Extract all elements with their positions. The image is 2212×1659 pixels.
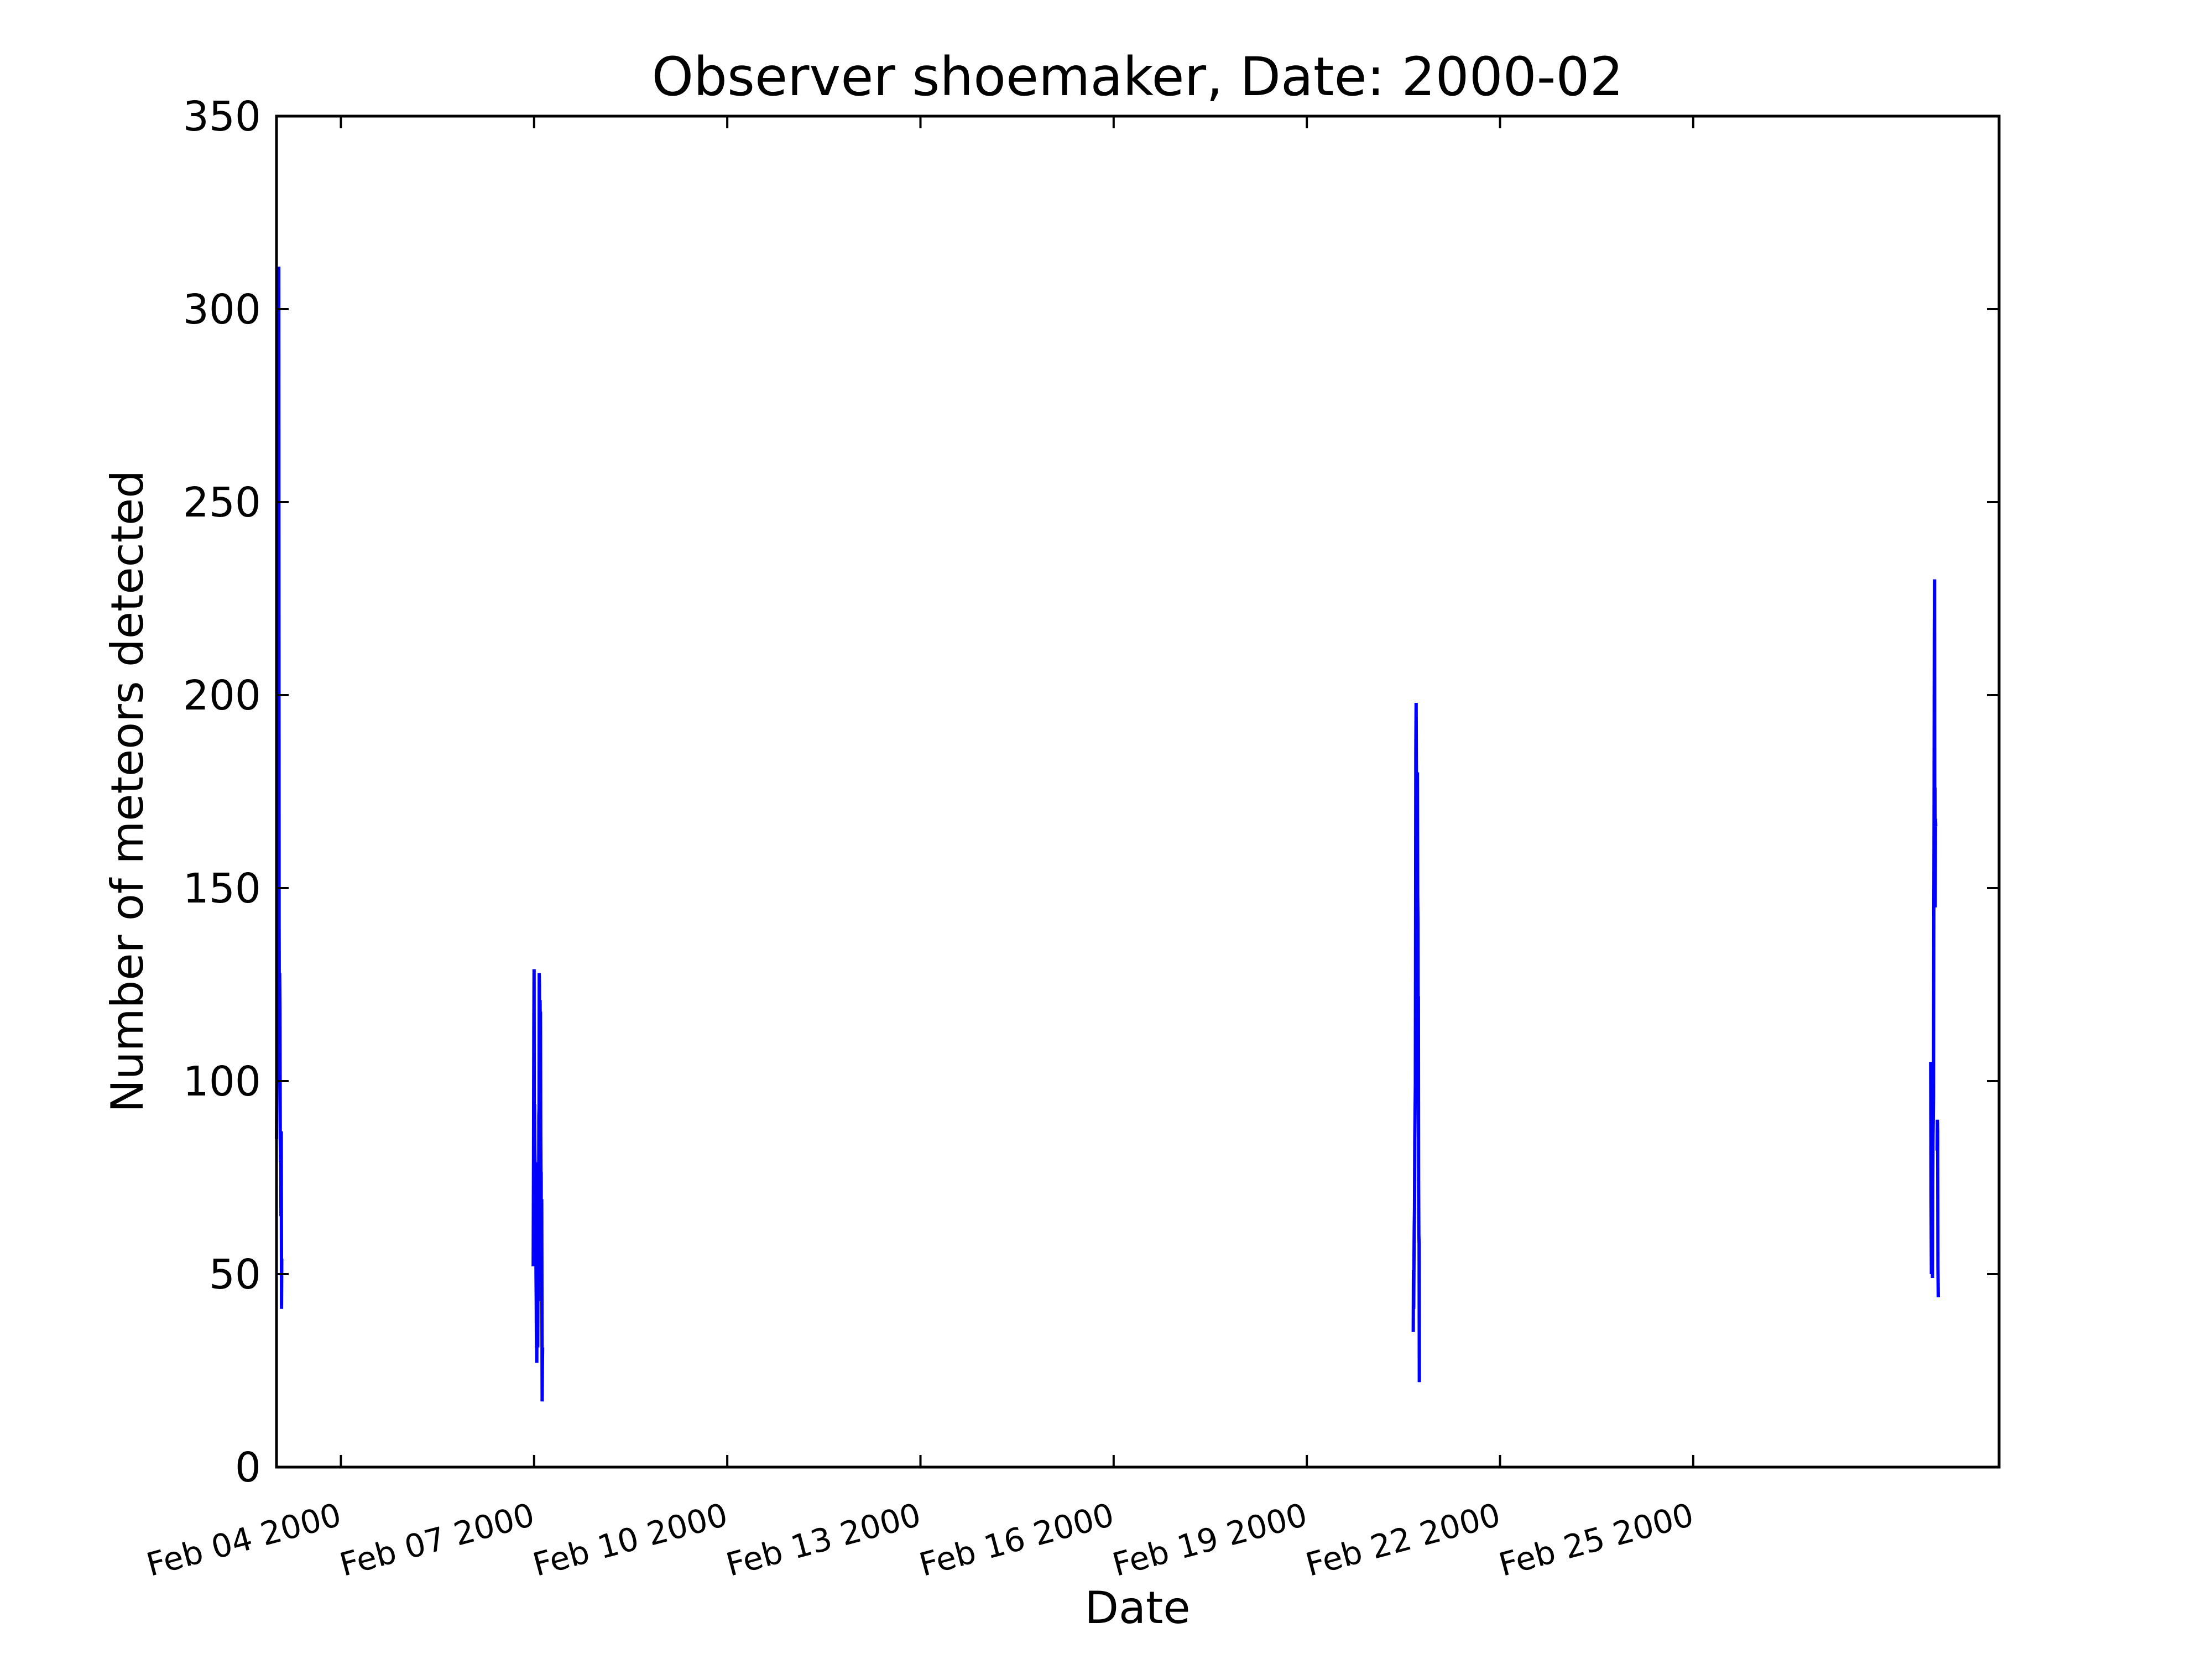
y-tick-label: 100 bbox=[183, 1058, 261, 1105]
series-line-segment-4 bbox=[1411, 702, 1421, 1383]
series-layer bbox=[275, 267, 1940, 1402]
y-tick-label: 150 bbox=[183, 865, 261, 912]
plot-frame bbox=[275, 114, 2001, 1469]
x-axis-label: Date bbox=[1084, 1582, 1190, 1634]
series-line-segment-3 bbox=[536, 973, 545, 1402]
series-line-segment-6 bbox=[1931, 579, 1938, 1279]
chart-title: Observer shoemaker, Date: 2000-02 bbox=[651, 46, 1623, 108]
y-axis-label: Number of meteors detected bbox=[102, 470, 153, 1113]
y-tick-label: 50 bbox=[209, 1251, 261, 1298]
y-tick-label: 350 bbox=[183, 93, 261, 140]
y-tick-label: 200 bbox=[183, 672, 261, 719]
y-axis: 0 50 100 150 200 250 300 350 bbox=[183, 93, 1999, 1491]
y-tick-label: 300 bbox=[183, 286, 261, 333]
series-line-segment-7 bbox=[1936, 1119, 1940, 1297]
y-tick-label: 0 bbox=[235, 1444, 261, 1491]
y-tick-label: 250 bbox=[183, 479, 261, 526]
